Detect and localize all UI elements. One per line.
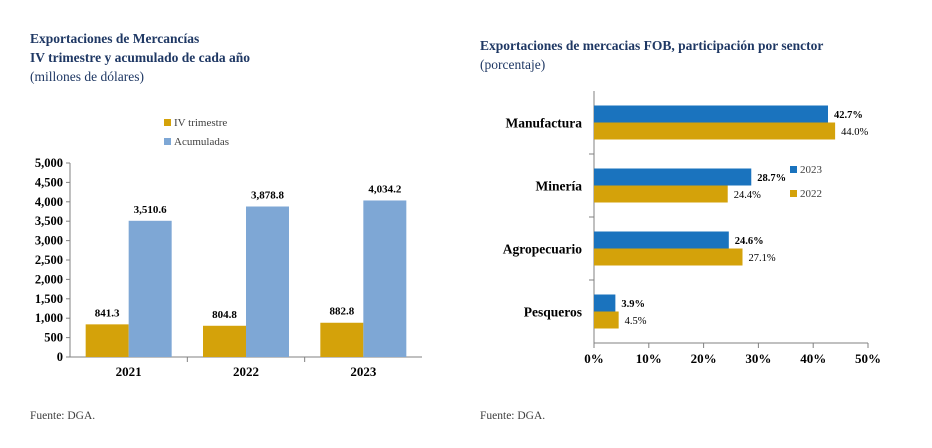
y-tick-label: 3,500: [35, 214, 63, 228]
y-tick-label: 500: [44, 331, 63, 345]
bar-2022: [594, 185, 728, 203]
x-tick-label: 2023: [350, 364, 377, 379]
bar-2022: [594, 248, 743, 266]
data-label: 24.4%: [734, 190, 761, 201]
y-tick-label: 4,500: [35, 175, 63, 189]
x-tick-label: 0%: [584, 351, 604, 366]
bar-iv-trimestre: [85, 324, 129, 357]
data-label: 3.9%: [621, 299, 645, 310]
legend-swatch: [164, 138, 171, 145]
y-tick-label: 4,000: [35, 195, 63, 209]
legend-swatch: [790, 190, 797, 197]
x-tick-label: 30%: [745, 351, 771, 366]
left-chart-subtitle: (millones de dólares): [30, 69, 144, 84]
x-tick-label: 40%: [800, 351, 826, 366]
legend-label: 2022: [800, 188, 822, 200]
x-tick-label: 20%: [691, 351, 717, 366]
bar-iv-trimestre: [320, 322, 364, 357]
left-chart-panel: Exportaciones de Mercancías IV trimestre…: [0, 0, 460, 448]
bar-2022: [594, 311, 619, 329]
data-label: 3,878.8: [251, 190, 285, 202]
bar-2023: [594, 168, 752, 186]
y-tick-label: 2,000: [35, 272, 63, 286]
left-bar-chart: 0 500 1,000 1,500 2,000 2,500 3,000 3,500 4,000 4…: [35, 117, 422, 379]
y-tick-label: Minería: [536, 179, 583, 194]
right-chart-title: Exportaciones de mercacias FOB, particip…: [480, 38, 824, 53]
x-tick-label: 10%: [636, 351, 662, 366]
y-tick-label: Pesqueros: [524, 305, 582, 320]
bar-acumuladas: [128, 220, 172, 357]
right-chart-source: Fuente: DGA.: [480, 410, 546, 422]
data-label: 3,510.6: [134, 204, 168, 216]
data-label: 42.7%: [834, 110, 863, 121]
data-label: 4.5%: [625, 316, 647, 327]
bar-acumuladas: [246, 206, 289, 357]
bar-2023: [594, 105, 828, 123]
data-label: 4,034.2: [368, 183, 402, 195]
bar-iv-trimestre: [203, 325, 246, 357]
y-tick-label: 1,000: [35, 311, 63, 325]
bar-2022: [594, 122, 836, 140]
data-label: 804.8: [212, 309, 237, 321]
right-chart-panel: Exportaciones de mercacias FOB, particip…: [466, 0, 932, 448]
y-tick-label: Agropecuario: [503, 242, 582, 257]
data-label: 882.8: [329, 306, 354, 318]
legend-label: 2023: [800, 164, 823, 176]
bar-2023: [594, 294, 616, 312]
data-label: 44.0%: [841, 127, 868, 138]
legend-label: Acumuladas: [174, 136, 229, 148]
y-tick-label: Manufactura: [506, 116, 583, 131]
y-tick-label: 3,000: [35, 234, 63, 248]
y-tick-label: 2,500: [35, 253, 63, 267]
x-tick-label: 50%: [855, 351, 881, 366]
data-label: 841.3: [95, 307, 120, 319]
data-label: 24.6%: [735, 236, 764, 247]
legend-label: IV trimestre: [174, 117, 227, 129]
x-tick-label: 2022: [233, 364, 259, 379]
y-tick-label: 0: [57, 350, 63, 364]
right-bar-chart: 0% 10% 20% 30% 40% 50% 42.7% 44.0% Manufactura 28…: [503, 91, 881, 366]
y-tick-label: 1,500: [35, 292, 63, 306]
bar-acumuladas: [363, 200, 407, 357]
bar-2023: [594, 231, 729, 249]
legend-swatch: [164, 119, 171, 126]
x-tick-label: 2021: [116, 364, 142, 379]
data-label: 28.7%: [757, 173, 786, 184]
left-chart-title-line2: IV trimestre y acumulado de cada año: [30, 50, 250, 65]
legend-swatch: [790, 166, 797, 173]
left-chart-title-line1: Exportaciones de Mercancías: [30, 31, 200, 46]
data-label: 27.1%: [749, 253, 776, 264]
left-chart-source: Fuente: DGA.: [30, 410, 96, 422]
right-chart-subtitle: (porcentaje): [480, 57, 546, 72]
y-tick-label: 5,000: [35, 156, 63, 170]
